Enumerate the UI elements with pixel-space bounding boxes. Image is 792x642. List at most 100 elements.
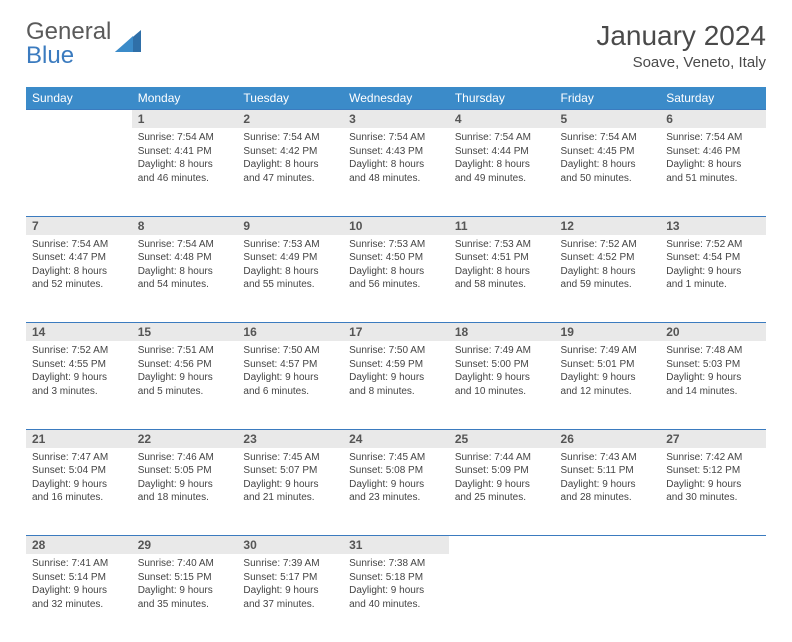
- day-line: Daylight: 8 hours: [561, 158, 655, 172]
- day-cell: Sunrise: 7:52 AMSunset: 4:54 PMDaylight:…: [660, 235, 766, 323]
- day-line: Sunset: 5:03 PM: [666, 358, 760, 372]
- day-number-cell: 27: [660, 429, 766, 448]
- day-line: Daylight: 9 hours: [138, 478, 232, 492]
- day-line: Sunset: 5:17 PM: [243, 571, 337, 585]
- logo-triangle-icon: [115, 30, 141, 52]
- day-number-cell: 1: [132, 110, 238, 129]
- day-line: and 23 minutes.: [349, 491, 443, 505]
- day-cell: Sunrise: 7:38 AMSunset: 5:18 PMDaylight:…: [343, 554, 449, 642]
- day-cell: Sunrise: 7:40 AMSunset: 5:15 PMDaylight:…: [132, 554, 238, 642]
- day-cell: [449, 554, 555, 642]
- day-line: and 49 minutes.: [455, 172, 549, 186]
- day-line: Daylight: 9 hours: [349, 584, 443, 598]
- day-line: Daylight: 8 hours: [349, 158, 443, 172]
- day-cell-content: Sunrise: 7:52 AMSunset: 4:55 PMDaylight:…: [26, 341, 132, 404]
- day-line: Daylight: 8 hours: [666, 158, 760, 172]
- day-line: and 47 minutes.: [243, 172, 337, 186]
- logo-part1: General: [26, 18, 111, 45]
- day-cell: Sunrise: 7:54 AMSunset: 4:48 PMDaylight:…: [132, 235, 238, 323]
- day-line: Sunrise: 7:44 AM: [455, 451, 549, 465]
- weekday-header: Wednesday: [343, 87, 449, 110]
- day-line: Sunset: 5:09 PM: [455, 464, 549, 478]
- day-line: Daylight: 9 hours: [666, 265, 760, 279]
- day-line: and 35 minutes.: [138, 598, 232, 612]
- day-cell: Sunrise: 7:52 AMSunset: 4:55 PMDaylight:…: [26, 341, 132, 429]
- day-cell-content: Sunrise: 7:49 AMSunset: 5:00 PMDaylight:…: [449, 341, 555, 404]
- day-line: Daylight: 9 hours: [349, 371, 443, 385]
- day-line: and 59 minutes.: [561, 278, 655, 292]
- day-line: and 14 minutes.: [666, 385, 760, 399]
- day-line: Daylight: 8 hours: [349, 265, 443, 279]
- day-line: Sunrise: 7:54 AM: [243, 131, 337, 145]
- day-number-cell: 25: [449, 429, 555, 448]
- day-line: and 40 minutes.: [349, 598, 443, 612]
- day-line: and 12 minutes.: [561, 385, 655, 399]
- day-content-row: Sunrise: 7:52 AMSunset: 4:55 PMDaylight:…: [26, 341, 766, 429]
- day-cell: Sunrise: 7:44 AMSunset: 5:09 PMDaylight:…: [449, 448, 555, 536]
- day-number-cell: 13: [660, 216, 766, 235]
- day-line: and 5 minutes.: [138, 385, 232, 399]
- day-number-cell: 7: [26, 216, 132, 235]
- day-number-cell: 26: [555, 429, 661, 448]
- day-number-cell: 10: [343, 216, 449, 235]
- day-line: Sunset: 4:42 PM: [243, 145, 337, 159]
- day-line: Sunrise: 7:46 AM: [138, 451, 232, 465]
- day-line: and 50 minutes.: [561, 172, 655, 186]
- day-cell: Sunrise: 7:54 AMSunset: 4:42 PMDaylight:…: [237, 128, 343, 216]
- day-number-cell: 30: [237, 536, 343, 555]
- day-line: and 3 minutes.: [32, 385, 126, 399]
- day-number-row: 78910111213: [26, 216, 766, 235]
- day-number-cell: 24: [343, 429, 449, 448]
- day-line: Daylight: 8 hours: [32, 265, 126, 279]
- day-cell: Sunrise: 7:46 AMSunset: 5:05 PMDaylight:…: [132, 448, 238, 536]
- day-cell-content: Sunrise: 7:54 AMSunset: 4:46 PMDaylight:…: [660, 128, 766, 191]
- day-cell-content: Sunrise: 7:45 AMSunset: 5:08 PMDaylight:…: [343, 448, 449, 511]
- day-line: Sunrise: 7:53 AM: [243, 238, 337, 252]
- day-line: Sunset: 5:01 PM: [561, 358, 655, 372]
- day-cell-content: Sunrise: 7:39 AMSunset: 5:17 PMDaylight:…: [237, 554, 343, 617]
- day-line: Sunrise: 7:49 AM: [455, 344, 549, 358]
- day-cell: Sunrise: 7:39 AMSunset: 5:17 PMDaylight:…: [237, 554, 343, 642]
- day-line: and 30 minutes.: [666, 491, 760, 505]
- day-line: Sunset: 4:51 PM: [455, 251, 549, 265]
- day-number-row: 123456: [26, 110, 766, 129]
- day-number-cell: 8: [132, 216, 238, 235]
- day-number-cell: 28: [26, 536, 132, 555]
- day-cell-content: Sunrise: 7:51 AMSunset: 4:56 PMDaylight:…: [132, 341, 238, 404]
- day-line: Sunrise: 7:53 AM: [455, 238, 549, 252]
- day-line: and 8 minutes.: [349, 385, 443, 399]
- day-line: Sunrise: 7:41 AM: [32, 557, 126, 571]
- day-line: Sunrise: 7:52 AM: [32, 344, 126, 358]
- location: Soave, Veneto, Italy: [596, 54, 766, 71]
- day-line: Daylight: 8 hours: [455, 158, 549, 172]
- day-content-row: Sunrise: 7:54 AMSunset: 4:41 PMDaylight:…: [26, 128, 766, 216]
- day-line: Sunrise: 7:45 AM: [349, 451, 443, 465]
- day-cell-content: Sunrise: 7:54 AMSunset: 4:44 PMDaylight:…: [449, 128, 555, 191]
- day-cell: Sunrise: 7:47 AMSunset: 5:04 PMDaylight:…: [26, 448, 132, 536]
- logo-text: General Blue: [26, 20, 111, 68]
- header: General Blue January 2024 Soave, Veneto,…: [26, 20, 766, 71]
- day-number-cell: 9: [237, 216, 343, 235]
- day-line: Daylight: 9 hours: [243, 584, 337, 598]
- day-cell-content: Sunrise: 7:54 AMSunset: 4:48 PMDaylight:…: [132, 235, 238, 298]
- day-cell-content: Sunrise: 7:43 AMSunset: 5:11 PMDaylight:…: [555, 448, 661, 511]
- day-line: Daylight: 9 hours: [138, 371, 232, 385]
- day-number-cell: 15: [132, 323, 238, 342]
- day-cell-content: Sunrise: 7:54 AMSunset: 4:45 PMDaylight:…: [555, 128, 661, 191]
- day-line: Daylight: 8 hours: [243, 265, 337, 279]
- day-number-row: 21222324252627: [26, 429, 766, 448]
- day-cell-content: Sunrise: 7:48 AMSunset: 5:03 PMDaylight:…: [660, 341, 766, 404]
- day-number-row: 28293031: [26, 536, 766, 555]
- day-cell-content: Sunrise: 7:50 AMSunset: 4:57 PMDaylight:…: [237, 341, 343, 404]
- day-number-cell: 2: [237, 110, 343, 129]
- calendar-table: Sunday Monday Tuesday Wednesday Thursday…: [26, 87, 766, 642]
- day-line: Daylight: 8 hours: [138, 265, 232, 279]
- logo: General Blue: [26, 20, 141, 68]
- day-number-cell: 16: [237, 323, 343, 342]
- day-line: Daylight: 9 hours: [666, 371, 760, 385]
- day-line: Daylight: 8 hours: [243, 158, 337, 172]
- day-cell-content: Sunrise: 7:40 AMSunset: 5:15 PMDaylight:…: [132, 554, 238, 617]
- day-line: Sunrise: 7:38 AM: [349, 557, 443, 571]
- month-title: January 2024: [596, 20, 766, 52]
- day-line: Daylight: 9 hours: [561, 478, 655, 492]
